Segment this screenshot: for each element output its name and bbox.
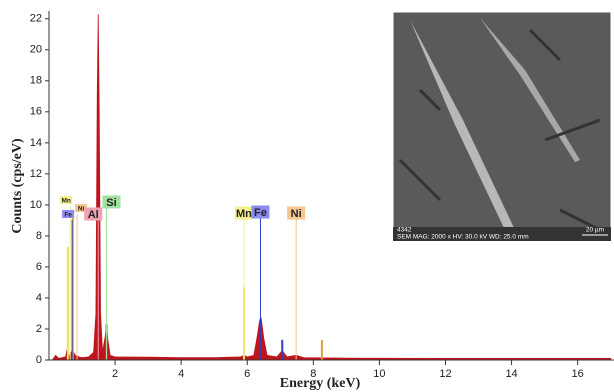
sem-scale: 20 µm: [586, 227, 604, 234]
element-label: Mn: [61, 198, 70, 205]
sem-caption: SEM MAG: 2000 x HV: 30.0 kV WD: 25.0 mm: [397, 234, 529, 241]
y-tick-label: 16: [30, 106, 42, 118]
y-tick-label: 0: [36, 354, 42, 366]
x-tick-label: 4: [178, 368, 184, 380]
y-tick-label: 20: [30, 44, 42, 56]
y-tick-label: 4: [36, 292, 42, 304]
x-tick-label: 6: [244, 368, 250, 380]
element-label: Si: [106, 197, 116, 209]
sem-inset: 4342 SEM MAG: 2000 x HV: 30.0 kV WD: 25.…: [393, 12, 611, 241]
chart: 0246810121416182022246810121416MnNiFeAlS…: [0, 0, 614, 392]
y-tick-label: 2: [36, 323, 42, 335]
x-tick-label: 2: [112, 368, 118, 380]
x-tick-label: 16: [572, 368, 584, 380]
x-tick-label: 12: [439, 368, 451, 380]
y-tick-label: 6: [36, 261, 42, 273]
y-tick-label: 8: [36, 230, 42, 242]
x-tick-label: 14: [505, 368, 517, 380]
x-tick-label: 10: [373, 368, 385, 380]
element-label: Fe: [64, 212, 72, 219]
y-axis-title: Counts (cps/eV): [10, 138, 25, 234]
y-tick-label: 22: [30, 13, 42, 25]
y-tick-label: 18: [30, 75, 42, 87]
sem-id: 4342: [397, 227, 412, 234]
element-label: Mn: [236, 208, 252, 220]
element-label: Ni: [78, 206, 85, 213]
element-label: Ni: [291, 208, 302, 220]
y-tick-label: 12: [30, 168, 42, 180]
y-tick-label: 14: [30, 137, 42, 149]
y-tick-label: 10: [30, 199, 42, 211]
x-axis-title: Energy (keV): [280, 376, 361, 391]
element-label: Fe: [254, 207, 267, 219]
element-label: Al: [88, 209, 99, 221]
